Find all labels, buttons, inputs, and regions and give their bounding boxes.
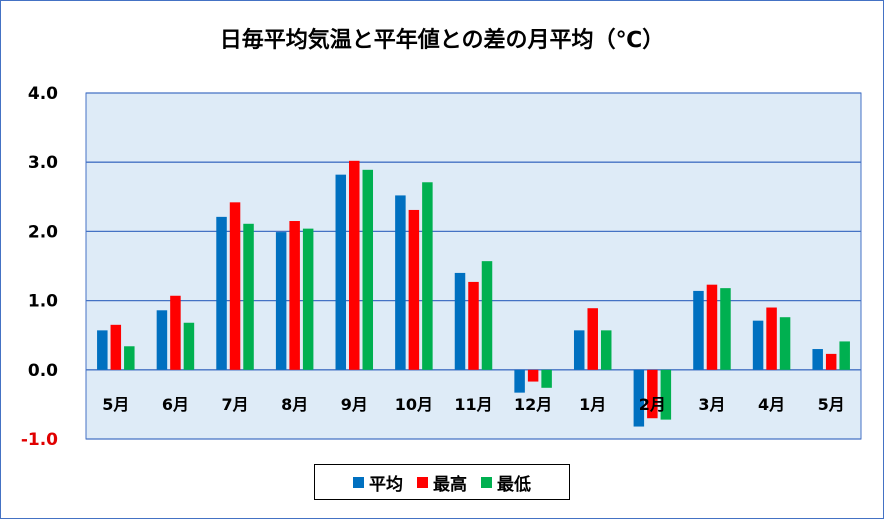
bar-avg xyxy=(216,216,227,370)
legend-label-min: 最低 xyxy=(497,474,531,495)
legend-label-avg: 平均 xyxy=(369,474,403,495)
bar-min xyxy=(720,288,731,370)
bar-min xyxy=(839,341,850,370)
y-tick-label: 4.0 xyxy=(28,84,58,104)
bar-max xyxy=(766,307,777,370)
bar-avg xyxy=(454,272,466,370)
bar-avg xyxy=(335,174,347,370)
bar-avg xyxy=(275,232,287,370)
bar-min xyxy=(481,261,493,370)
x-category-label: 4月 xyxy=(758,395,785,414)
legend-swatch-min xyxy=(481,476,492,488)
x-category-label: 8月 xyxy=(281,395,308,414)
y-tick-label: 1.0 xyxy=(28,292,58,312)
x-category-label: 3月 xyxy=(698,395,725,414)
bar-avg xyxy=(395,195,406,370)
bar-avg xyxy=(97,330,108,370)
y-tick-label: 2.0 xyxy=(28,222,58,242)
legend-swatch-avg xyxy=(353,476,364,488)
chart-title: 日毎平均気温と平年値との差の月平均（℃） xyxy=(219,28,665,53)
bar-max xyxy=(825,353,837,370)
bar-max xyxy=(527,369,539,382)
x-category-label: 6月 xyxy=(162,395,189,414)
x-category-label: 12月 xyxy=(514,395,552,414)
bar-avg xyxy=(156,310,168,370)
bar-min xyxy=(243,223,254,370)
bar-max xyxy=(706,284,718,370)
x-category-label: 10月 xyxy=(395,395,433,414)
bar-max xyxy=(349,160,360,370)
bar-min xyxy=(600,330,612,370)
bar-avg xyxy=(633,369,645,427)
bar-min xyxy=(660,369,672,420)
x-category-label: 1月 xyxy=(579,395,606,414)
bar-max xyxy=(289,221,300,370)
x-category-label: 11月 xyxy=(454,395,492,414)
bar-max xyxy=(110,324,122,370)
x-category-label: 2月 xyxy=(639,395,666,414)
x-category-label: 7月 xyxy=(221,395,248,414)
bar-avg xyxy=(693,290,704,370)
bar-min xyxy=(302,228,314,370)
chart-legend: 平均 最高 最低 xyxy=(314,464,570,500)
bar-avg xyxy=(812,349,823,370)
bar-avg xyxy=(752,320,764,370)
legend-item-min: 最低 xyxy=(481,470,531,495)
bar-min xyxy=(183,322,195,370)
bar-max xyxy=(587,308,598,370)
bar-max xyxy=(229,202,241,370)
x-category-label: 9月 xyxy=(341,395,368,414)
bar-min xyxy=(779,317,791,370)
bar-max xyxy=(468,281,479,370)
bar-min xyxy=(422,182,433,370)
x-category-label: 5月 xyxy=(102,395,129,414)
bar-min xyxy=(362,169,374,370)
legend-label-max: 最高 xyxy=(433,474,467,495)
bar-max xyxy=(647,369,658,419)
plot-area xyxy=(85,92,862,440)
bar-avg xyxy=(514,369,525,393)
x-category-label: 5月 xyxy=(818,395,845,414)
y-tick-label: 3.0 xyxy=(28,153,58,173)
bar-max xyxy=(408,209,420,370)
legend-item-avg: 平均 xyxy=(353,470,403,495)
y-tick-label: 0.0 xyxy=(28,361,58,381)
legend-item-max: 最高 xyxy=(417,470,467,495)
bar-avg xyxy=(573,330,585,370)
y-tick-label: -1.0 xyxy=(21,430,58,450)
legend-swatch-max xyxy=(417,476,428,488)
bar-min xyxy=(124,346,135,370)
bar-min xyxy=(541,369,552,388)
bar-max xyxy=(170,295,181,370)
